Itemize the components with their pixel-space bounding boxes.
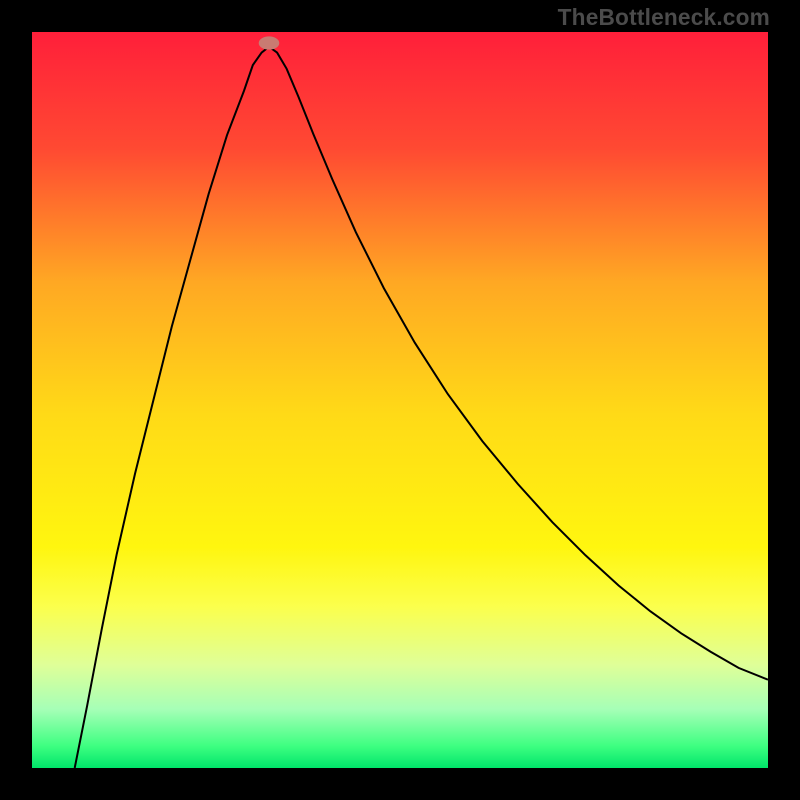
plot-area (32, 32, 768, 768)
curve-svg (32, 32, 768, 768)
watermark-text: TheBottleneck.com (558, 4, 770, 31)
chart-frame: TheBottleneck.com (0, 0, 800, 800)
optimal-point-marker (259, 36, 280, 49)
bottleneck-curve (75, 47, 768, 768)
